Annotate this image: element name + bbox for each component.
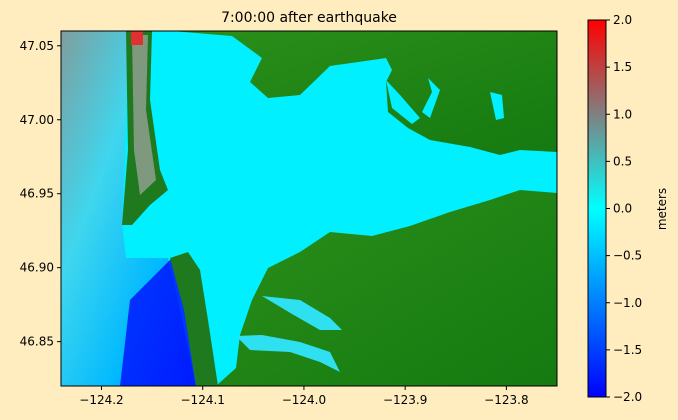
x-tick-label: −124.0 [282,393,326,407]
colorbar-tick-label: −1.0 [613,296,642,310]
colorbar-tick-label: −2.0 [613,390,642,404]
north-spit-grey [132,35,156,195]
colorbar [587,19,607,398]
x-tick-label: −124.1 [181,393,225,407]
south-inlet-1 [236,335,340,372]
colorbar-tick-label: 2.0 [613,13,632,27]
x-tick-label: −123.9 [383,393,427,407]
colorbar-tick-label: 1.0 [613,107,632,121]
y-tick-label: 46.95 [20,187,54,201]
x-tick-label: −123.8 [484,393,528,407]
x-tick-label: −124.2 [79,393,123,407]
colorbar-tick-label: −0.5 [613,249,642,263]
y-tick-label: 46.90 [20,261,54,275]
north-inlet-2 [422,78,440,118]
plot-area-frame [60,30,558,387]
y-axis: 46.85 46.90 46.95 47.00 47.05 [20,39,61,349]
north-inlet-1 [386,80,420,124]
chart-title: 7:00:00 after earthquake [221,10,397,26]
colorbar-axis: −2.0 −1.5 −1.0 −0.5 0.0 0.5 1.0 1.5 2.0 [606,13,642,404]
north-spit-red [131,31,143,45]
y-tick-label: 47.00 [20,113,54,127]
colorbar-label: meters [655,188,669,230]
map-field [61,31,557,386]
y-tick-label: 47.05 [20,39,54,53]
south-land [216,190,557,386]
colorbar-tick-label: −1.5 [613,343,642,357]
y-tick-label: 46.85 [20,335,54,349]
colorbar-tick-label: 1.5 [613,60,632,74]
south-spit [170,252,218,386]
deep-negative-area [120,258,196,386]
x-axis: −124.2 −124.1 −124.0 −123.9 −123.8 [79,386,529,407]
south-inlet-2 [262,296,342,330]
colorbar-tick-label: 0.0 [613,202,632,216]
north-land [172,31,557,155]
colorbar-tick-label: 0.5 [613,154,632,168]
north-inlet-3 [490,92,504,120]
